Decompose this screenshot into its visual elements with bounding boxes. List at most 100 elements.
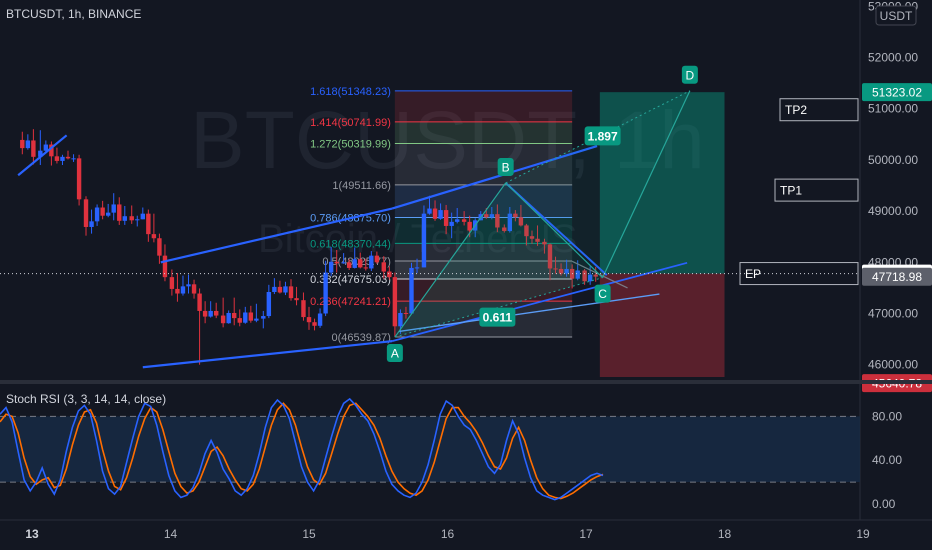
trade-label-box[interactable] bbox=[779, 98, 859, 122]
pattern-point-label: D bbox=[686, 68, 695, 82]
candle-body bbox=[454, 219, 460, 222]
candle-body bbox=[323, 272, 328, 314]
candle-body bbox=[392, 277, 398, 327]
abcd-pattern[interactable]: 1.897 0.611 A B C D bbox=[386, 65, 698, 363]
candle-body bbox=[162, 255, 168, 278]
channel-bottom-right[interactable] bbox=[391, 261, 688, 343]
candle-body bbox=[208, 310, 213, 317]
candle-body bbox=[129, 216, 134, 221]
candle-body bbox=[83, 199, 89, 227]
long-position-tool[interactable] bbox=[599, 92, 725, 377]
time-axis-label: 14 bbox=[164, 527, 178, 541]
pattern-leg[interactable] bbox=[394, 182, 507, 338]
candle-body bbox=[518, 217, 524, 226]
symbol-title[interactable]: BTCUSDT, 1h, BINANCE bbox=[6, 7, 141, 21]
stoch-rsi-tick-label: 0.00 bbox=[872, 497, 896, 511]
position-loss-zone[interactable] bbox=[599, 273, 725, 377]
pattern-leg[interactable] bbox=[505, 182, 604, 279]
position-profit-zone[interactable] bbox=[599, 92, 725, 274]
channel-bottom-left[interactable] bbox=[142, 340, 393, 369]
pattern-ratio-badge[interactable] bbox=[584, 126, 621, 146]
candle-body bbox=[261, 316, 266, 319]
pattern-leg[interactable] bbox=[602, 90, 691, 278]
trend-lines[interactable] bbox=[17, 134, 688, 369]
candle-body bbox=[89, 221, 94, 227]
stoch-rsi-pane[interactable]: Stoch RSI (3, 3, 14, 14, close) 80.00 40.… bbox=[0, 392, 902, 511]
time-axis[interactable]: 13 14 15 16 17 18 19 bbox=[0, 519, 932, 541]
candle-body bbox=[157, 238, 162, 256]
candle-body bbox=[94, 207, 100, 222]
candle-body bbox=[226, 312, 231, 324]
price-tick-label: 51000.00 bbox=[868, 102, 918, 116]
currency-button-frame[interactable] bbox=[875, 5, 917, 26]
price-tick-label: 52000.00 bbox=[868, 51, 918, 65]
pattern-point-badge[interactable] bbox=[594, 284, 611, 303]
candle-body bbox=[169, 277, 175, 289]
candle-body bbox=[49, 144, 54, 157]
candle-body bbox=[306, 317, 312, 323]
pattern-ratio-line bbox=[394, 277, 603, 338]
pattern-point-badge[interactable] bbox=[681, 65, 698, 84]
candle-body bbox=[587, 274, 593, 282]
candle-body bbox=[558, 268, 564, 274]
candle-body bbox=[467, 221, 472, 231]
currency-button[interactable]: USDT bbox=[875, 5, 917, 26]
candle-body bbox=[593, 274, 598, 277]
candle-body bbox=[186, 284, 191, 287]
stoch-rsi-d-line bbox=[0, 402, 604, 500]
currency-button-label[interactable]: USDT bbox=[880, 9, 913, 23]
candle-body bbox=[180, 286, 186, 294]
candle-body bbox=[31, 140, 36, 157]
pattern-point-label: C bbox=[598, 287, 607, 301]
fib-level-label: 1(49511.66) bbox=[332, 180, 391, 192]
price-tick-label: 46000.00 bbox=[868, 358, 918, 372]
candle-body bbox=[461, 219, 467, 222]
support-line[interactable] bbox=[398, 293, 660, 333]
pattern-point-badge[interactable] bbox=[386, 344, 403, 363]
candle-body bbox=[432, 208, 438, 219]
candle-body bbox=[484, 214, 489, 218]
stoch-rsi-tick-label: 40.00 bbox=[872, 453, 902, 467]
stoch-rsi-tick-label: 80.00 bbox=[872, 409, 902, 423]
candle-body bbox=[266, 291, 272, 317]
pattern-ratio-badge[interactable] bbox=[479, 307, 516, 327]
fib-extension-tool[interactable]: 1.618(51348.23) 1.414(50741.99) 1.272(5031… bbox=[310, 86, 573, 344]
pattern-point-badge[interactable] bbox=[497, 157, 514, 176]
candle-body bbox=[214, 310, 219, 316]
candle-body bbox=[421, 213, 427, 268]
price-tick-label: 49000.00 bbox=[868, 204, 918, 218]
channel-top-right[interactable] bbox=[391, 145, 598, 210]
candle-body bbox=[135, 219, 140, 221]
candle-body bbox=[502, 227, 507, 232]
candle-body bbox=[140, 213, 145, 220]
time-axis-label: 18 bbox=[718, 527, 732, 541]
candle-body bbox=[43, 144, 49, 151]
fib-zone bbox=[394, 278, 573, 302]
candle-body bbox=[76, 158, 82, 200]
wedge-upper-line[interactable] bbox=[504, 182, 608, 276]
fib-level-label: 0.382(47675.03) bbox=[310, 274, 391, 286]
candle-body bbox=[248, 312, 254, 321]
candle-body bbox=[71, 158, 76, 160]
trend-line-upper-left[interactable] bbox=[17, 134, 68, 177]
candle-body bbox=[553, 268, 558, 270]
candle-body bbox=[414, 267, 420, 269]
trade-label-box[interactable] bbox=[774, 178, 859, 202]
candle-body bbox=[254, 318, 259, 321]
fib-zone bbox=[394, 121, 573, 144]
candle-body bbox=[507, 213, 513, 232]
candle-body bbox=[232, 312, 237, 319]
candle-body bbox=[317, 313, 323, 326]
candle-body bbox=[564, 268, 569, 274]
stoch-rsi-title[interactable]: Stoch RSI (3, 3, 14, 14, close) bbox=[6, 392, 166, 406]
candle-body bbox=[535, 238, 540, 242]
channel-top-left[interactable] bbox=[160, 207, 393, 264]
candle-body bbox=[547, 244, 553, 269]
candle-body bbox=[387, 271, 392, 278]
pattern-fill-abc bbox=[394, 182, 603, 338]
time-axis-label: 13 bbox=[25, 527, 39, 541]
candle-body bbox=[202, 310, 208, 317]
candle-body bbox=[175, 288, 180, 294]
trade-labels[interactable]: TP2 TP1 EP bbox=[739, 98, 859, 286]
